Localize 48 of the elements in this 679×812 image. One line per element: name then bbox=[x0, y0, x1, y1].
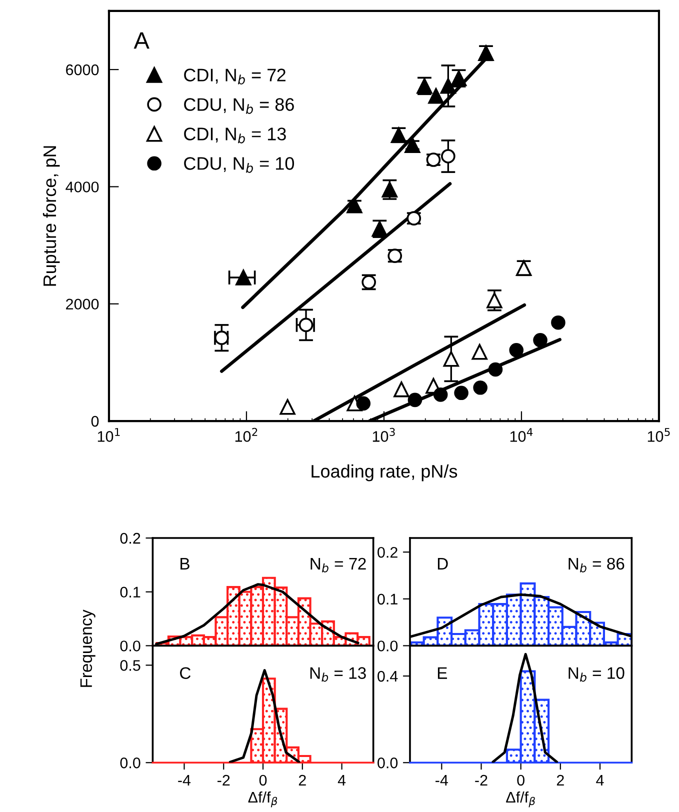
y-tick-label: 4000 bbox=[66, 182, 99, 192]
annotation: D bbox=[438, 558, 448, 570]
y-tick-label: 6000 bbox=[66, 64, 99, 76]
annotation: N$_{b}$ = 72 bbox=[310, 558, 366, 572]
x-tick-label: 10$^{4}$ bbox=[510, 428, 533, 442]
y-tick-label: 0.1 bbox=[378, 594, 398, 605]
x-tick-label: 2 bbox=[556, 774, 564, 786]
x-tick-label: 0 bbox=[517, 774, 524, 786]
y-tick-label: 2000 bbox=[66, 298, 99, 310]
x-tick-label: 0 bbox=[259, 774, 267, 786]
legend-label: CDI, N$_{b}$ = 13 bbox=[184, 128, 286, 144]
annotation: B bbox=[180, 558, 190, 570]
annotation: N$_{b}$ = 10 bbox=[568, 667, 624, 682]
y-tick-label: 0.2 bbox=[378, 546, 398, 558]
line-series bbox=[492, 652, 558, 763]
y-tick-label: 0.0 bbox=[120, 758, 140, 768]
annotation: C bbox=[180, 667, 191, 679]
x-axis-title: Δf/f$_{β}$ bbox=[506, 791, 535, 808]
y-tick-label: 0.5 bbox=[120, 660, 140, 671]
x-tick-label: 4 bbox=[338, 774, 346, 786]
legend-label: CDU, N$_{b}$ = 10 bbox=[184, 157, 294, 173]
y-tick-label: 0.0 bbox=[378, 640, 398, 652]
x-tick-label: 4 bbox=[596, 774, 604, 786]
legend-label: CDI, N$_{b}$ = 72 bbox=[184, 68, 286, 84]
y-axis-title: Rupture force, pN bbox=[42, 146, 60, 286]
y-tick-label: 0 bbox=[91, 416, 99, 427]
x-axis-title: Loading rate, pN/s bbox=[312, 464, 458, 482]
x-tick-label: 2 bbox=[298, 774, 306, 786]
legend-label: CDU, N$_{b}$ = 86 bbox=[184, 98, 294, 114]
y-tick-label: 0.0 bbox=[120, 640, 140, 652]
y-tick-label: 0.0 bbox=[378, 758, 398, 768]
y-tick-label: 0.4 bbox=[378, 670, 398, 682]
y-tick-label: 0.1 bbox=[120, 586, 140, 598]
y-tick-label: 0.2 bbox=[120, 532, 140, 544]
x-tick-label: 10$^{5}$ bbox=[648, 428, 670, 442]
annotation: N$_{b}$ = 86 bbox=[568, 558, 624, 572]
x-tick-label: -4 bbox=[436, 774, 448, 786]
annotation: N$_{b}$ = 13 bbox=[310, 667, 366, 682]
x-tick-label: 10$^{1}$ bbox=[98, 428, 120, 442]
x-tick-label: -2 bbox=[475, 774, 488, 786]
x-tick-label: 10$^{3}$ bbox=[372, 428, 395, 442]
x-tick-label: -4 bbox=[178, 774, 191, 786]
x-tick-label: -2 bbox=[218, 774, 230, 786]
x-tick-label: 10$^{2}$ bbox=[235, 428, 258, 442]
y-axis-title: Frequency bbox=[80, 610, 96, 687]
x-axis-title: Δf/f$_{β}$ bbox=[248, 791, 278, 808]
annotation: E bbox=[438, 667, 447, 679]
annotation: A bbox=[134, 32, 150, 49]
